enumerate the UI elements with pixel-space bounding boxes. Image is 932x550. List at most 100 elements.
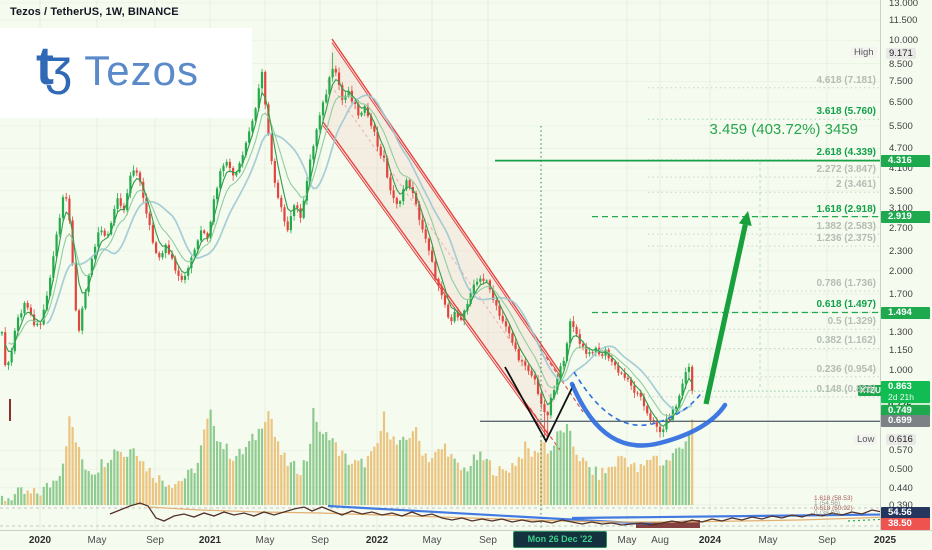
- volume-bar: [161, 480, 164, 505]
- volume-bar: [289, 462, 292, 505]
- candle-body: [100, 230, 103, 233]
- candle-body: [681, 383, 684, 396]
- volume-bar: [171, 488, 174, 505]
- candle-body: [347, 90, 350, 96]
- candle-body: [29, 307, 32, 315]
- volume-bar: [93, 474, 97, 505]
- volume-bar: [77, 446, 81, 505]
- candle-body: [129, 175, 132, 194]
- volume-bar: [588, 467, 591, 505]
- volume-bar: [251, 433, 254, 505]
- candle-body: [270, 134, 273, 162]
- volume-bar: [418, 440, 421, 505]
- volume-bar: [405, 439, 408, 505]
- fib-label: 0.382 (1.162): [816, 335, 877, 347]
- volume-bar: [158, 475, 161, 505]
- fib-label: 3.618 (5.760): [816, 106, 877, 118]
- volume-bar: [614, 466, 617, 505]
- candle-body: [520, 360, 524, 362]
- candle-body: [244, 142, 248, 156]
- volume-bar: [305, 461, 309, 505]
- candle-body: [485, 280, 488, 282]
- price-axis[interactable]: 13.000 11.500 10.000 8.500 7.500 6.500 5.500 4.…: [880, 0, 932, 530]
- candle-body: [225, 161, 228, 166]
- candle-body: [456, 311, 459, 318]
- time-label-year: 2020: [28, 535, 52, 546]
- high-marker-label: High: [851, 47, 877, 58]
- volume-bar: [183, 478, 187, 505]
- volume-bar: [199, 445, 203, 505]
- candle-body: [180, 275, 183, 280]
- moving-average: [4, 78, 693, 428]
- volume-bar: [658, 465, 662, 505]
- volume-bar: [472, 454, 475, 505]
- candle-body: [684, 372, 687, 384]
- fib-label: 0.618 (1.497): [816, 299, 877, 311]
- volume-bar: [68, 416, 71, 505]
- time-label-year: 2021: [198, 535, 222, 546]
- candle-body: [601, 354, 604, 356]
- candle-body: [77, 310, 81, 331]
- volume-bar: [434, 451, 437, 505]
- volume-bar: [540, 441, 543, 505]
- candle-body: [257, 88, 260, 109]
- candle-body: [283, 207, 286, 222]
- candle-body: [215, 188, 219, 200]
- candle-body: [138, 172, 142, 182]
- current-price-badge: 0.863 2d 21h: [881, 381, 930, 404]
- volume-bar: [273, 436, 276, 505]
- fib-label: 1.236 (2.375): [816, 233, 877, 245]
- oscillator-fib-label: 0 (38.50): [814, 510, 841, 517]
- candle-body: [517, 349, 520, 361]
- candle-body: [97, 232, 100, 247]
- time-axis[interactable]: [0, 530, 932, 550]
- volume-bar: [190, 468, 193, 505]
- moving-average: [8, 95, 693, 417]
- candle-body: [440, 285, 443, 296]
- volume-bar: [29, 493, 32, 505]
- volume-bar: [514, 465, 517, 505]
- time-label-month: Sep: [479, 535, 497, 546]
- candle-body: [434, 261, 437, 280]
- candle-body: [264, 71, 267, 105]
- symbol-title[interactable]: Tezos / TetherUS, 1W, BINANCE: [10, 6, 179, 18]
- volume-bar: [209, 409, 212, 505]
- volume-bar: [90, 474, 93, 505]
- volume-bar: [238, 448, 241, 505]
- candle-body: [639, 392, 642, 397]
- candle-body: [617, 365, 620, 373]
- volume-bar: [607, 467, 610, 505]
- fib-label: 2.618 (4.339): [816, 146, 877, 158]
- candle-body: [171, 253, 174, 259]
- candle-body: [421, 219, 424, 230]
- candle-body: [203, 230, 206, 234]
- candle-body: [546, 412, 549, 416]
- candle-body: [135, 170, 138, 173]
- candle-body: [267, 104, 270, 135]
- candle-body: [630, 379, 633, 386]
- candle-body: [466, 303, 469, 311]
- time-label-month: May: [87, 535, 107, 546]
- candle-body: [309, 159, 312, 182]
- volume-bar: [675, 448, 678, 505]
- volume-bar: [553, 445, 556, 505]
- volume-bar: [572, 446, 575, 505]
- volume-bar: [7, 498, 10, 505]
- time-label-month: Aug: [651, 535, 669, 546]
- candle-body: [286, 221, 289, 231]
- volume-bar: [241, 454, 244, 505]
- volume-bar: [475, 460, 479, 505]
- volume-bar: [549, 450, 553, 505]
- volume-bar: [421, 455, 424, 505]
- volume-bar: [636, 472, 639, 505]
- candle-body: [514, 342, 517, 350]
- volume-bar: [562, 432, 565, 505]
- volume-bar: [110, 459, 113, 505]
- volume-bar: [106, 462, 110, 505]
- volume-bar: [39, 495, 42, 505]
- candle-body: [562, 360, 565, 367]
- candle-body: [475, 281, 479, 285]
- candle-body: [331, 68, 334, 78]
